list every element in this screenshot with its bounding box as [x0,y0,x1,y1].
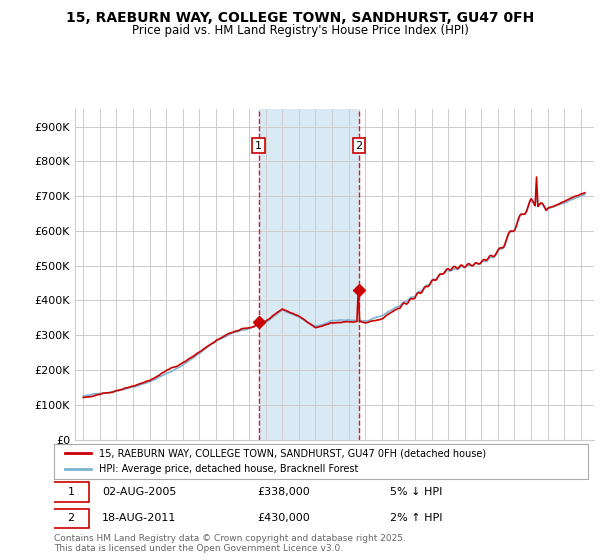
Text: Contains HM Land Registry data © Crown copyright and database right 2025.
This d: Contains HM Land Registry data © Crown c… [54,534,406,553]
FancyBboxPatch shape [53,508,89,528]
Text: 02-AUG-2005: 02-AUG-2005 [102,487,176,497]
Text: 2: 2 [355,141,362,151]
FancyBboxPatch shape [54,444,588,479]
Text: 15, RAEBURN WAY, COLLEGE TOWN, SANDHURST, GU47 0FH: 15, RAEBURN WAY, COLLEGE TOWN, SANDHURST… [66,11,534,25]
FancyBboxPatch shape [53,482,89,502]
Text: 1: 1 [68,487,74,497]
Text: 2: 2 [68,514,74,524]
Text: 1: 1 [255,141,262,151]
Text: 15, RAEBURN WAY, COLLEGE TOWN, SANDHURST, GU47 0FH (detached house): 15, RAEBURN WAY, COLLEGE TOWN, SANDHURST… [100,448,487,458]
Text: Price paid vs. HM Land Registry's House Price Index (HPI): Price paid vs. HM Land Registry's House … [131,24,469,36]
Bar [259,109,359,440]
Text: 18-AUG-2011: 18-AUG-2011 [102,514,176,524]
Text: HPI: Average price, detached house, Bracknell Forest: HPI: Average price, detached house, Brac… [100,464,359,474]
Text: £338,000: £338,000 [257,487,310,497]
Text: £430,000: £430,000 [257,514,310,524]
Text: 2% ↑ HPI: 2% ↑ HPI [391,514,443,524]
Text: 5% ↓ HPI: 5% ↓ HPI [391,487,443,497]
